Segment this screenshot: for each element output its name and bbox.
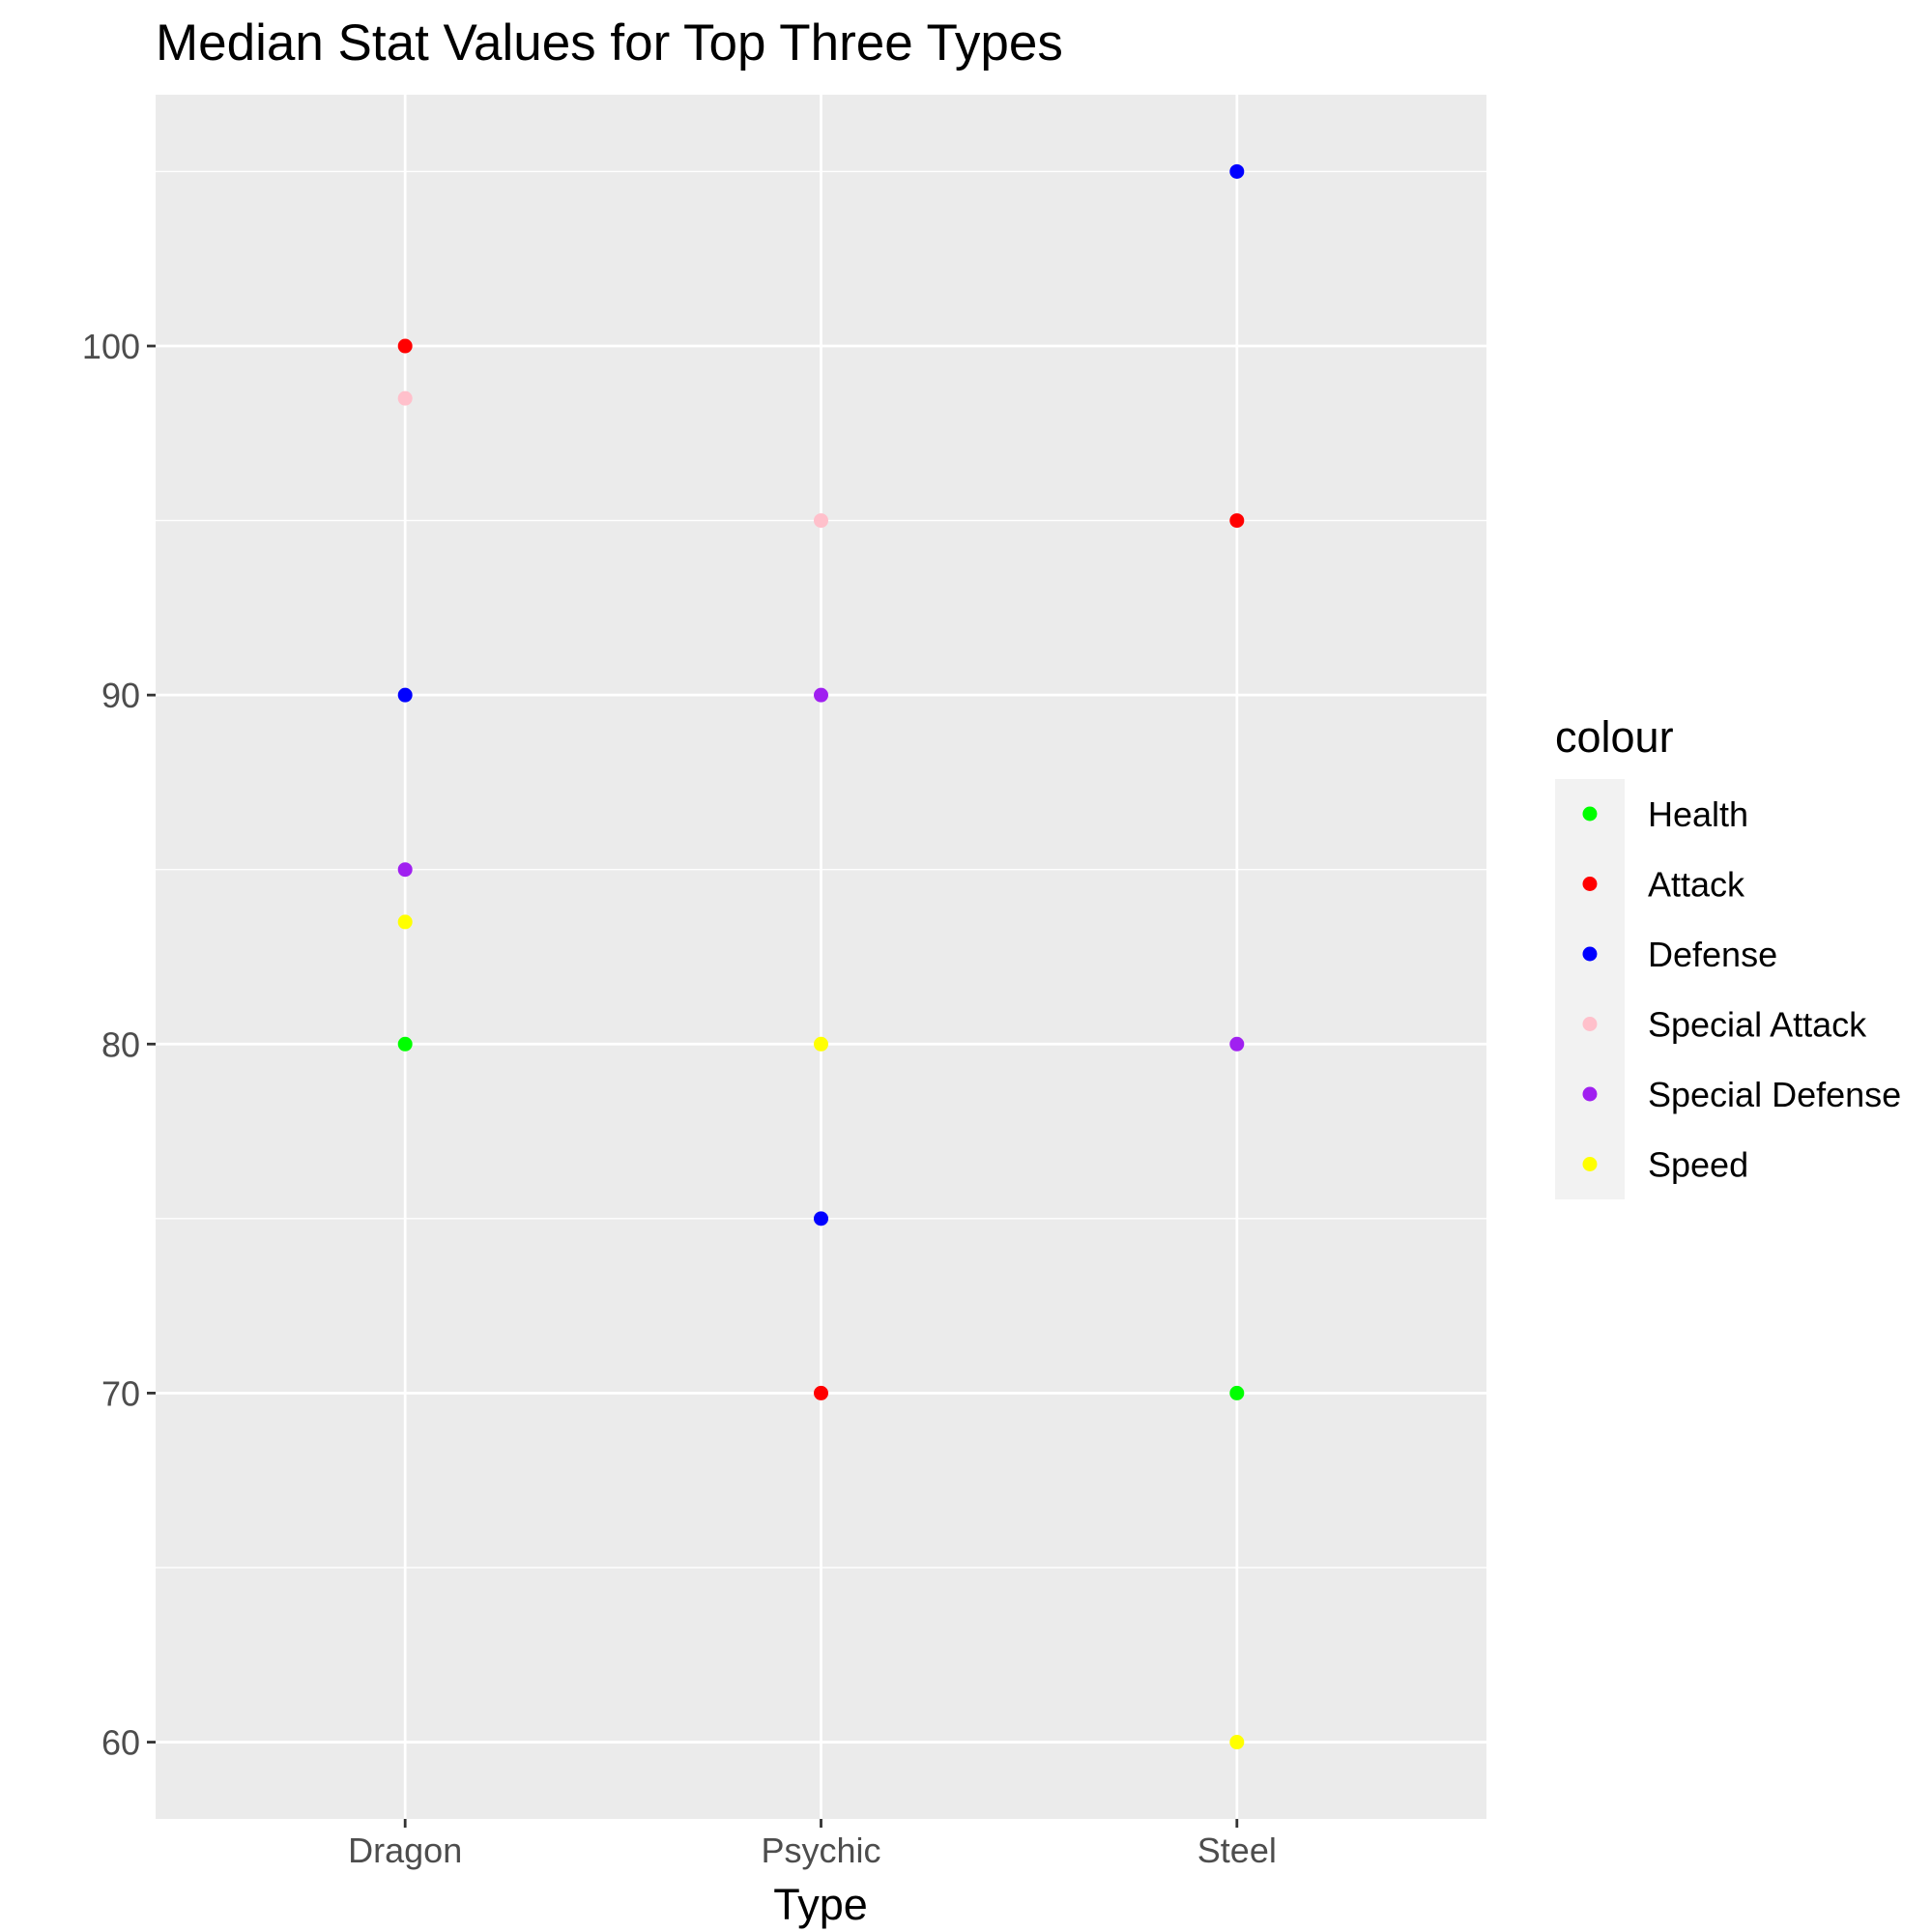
data-point (397, 862, 413, 878)
legend-key-background (1555, 779, 1625, 1199)
data-point (397, 1036, 413, 1052)
legend-label: Speed (1648, 1145, 1748, 1185)
data-point (814, 1211, 828, 1226)
legend-label: Defense (1648, 935, 1777, 974)
x-tick-label: Dragon (348, 1831, 462, 1870)
legend-title: colour (1555, 712, 1674, 762)
data-point (1229, 1036, 1245, 1052)
y-tick-label: 60 (101, 1723, 140, 1763)
x-axis-ticks: Dragon Psychic Steel (348, 1819, 1277, 1870)
y-tick-label: 90 (101, 676, 140, 715)
legend-label: Health (1648, 794, 1748, 834)
data-point (1229, 513, 1245, 529)
y-tick-label: 100 (82, 327, 140, 366)
data-points (397, 163, 1245, 1750)
legend-key (1582, 877, 1598, 891)
chart-title: Median Stat Values for Top Three Types (156, 14, 1063, 72)
major-gridlines (156, 95, 1486, 1819)
data-point (814, 1036, 828, 1052)
legend: colour Health Attack Defense Special Attack… (1555, 712, 1901, 1199)
legend-label: Special Attack (1648, 1005, 1867, 1045)
legend-label: Attack (1648, 865, 1745, 905)
data-point (814, 687, 828, 703)
data-point (814, 513, 828, 529)
data-point (1229, 1735, 1245, 1750)
data-point (397, 687, 413, 703)
legend-label: Special Defense (1648, 1075, 1901, 1114)
data-point (1229, 163, 1245, 179)
legend-key (1582, 1017, 1598, 1031)
x-axis-title: Type (773, 1880, 868, 1929)
legend-key (1582, 1157, 1598, 1171)
x-tick-label: Steel (1197, 1831, 1277, 1870)
y-axis-ticks: 60 70 80 90 100 (82, 327, 156, 1763)
data-point (397, 914, 413, 930)
y-tick-label: 80 (101, 1024, 140, 1064)
data-point (1229, 1385, 1245, 1400)
legend-key (1582, 946, 1598, 962)
data-point (814, 1385, 828, 1400)
x-tick-label: Psychic (761, 1831, 880, 1870)
legend-key (1582, 806, 1598, 822)
y-tick-label: 70 (101, 1373, 140, 1413)
data-point (397, 338, 413, 354)
data-point (397, 390, 413, 406)
legend-key (1582, 1086, 1598, 1102)
